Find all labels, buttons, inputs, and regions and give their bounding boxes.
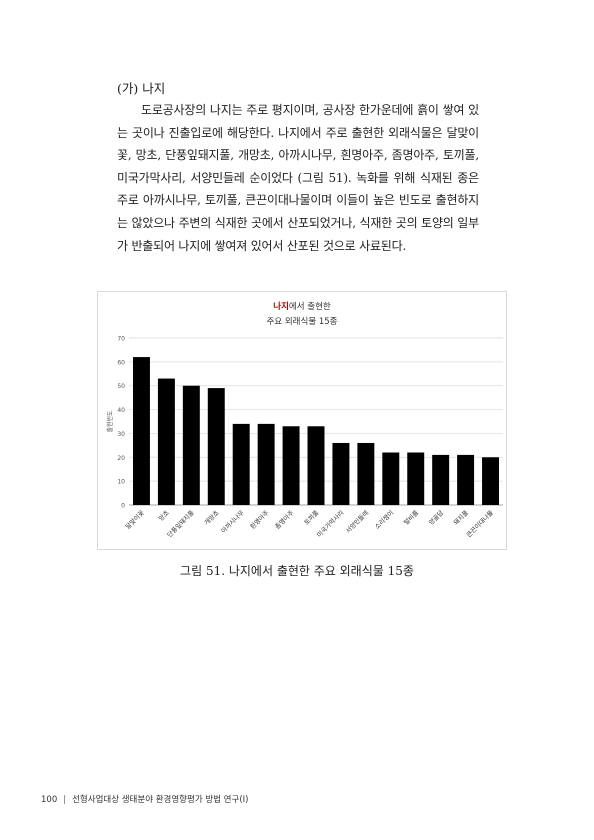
bar: [457, 454, 475, 505]
bar: [482, 457, 500, 505]
chart-title-rest: 에서 출현한: [288, 302, 331, 312]
x-tick-label: 아까시나무: [219, 508, 246, 535]
page-footer: 100 | 선형사업대상 생태분야 환경영향평가 방법 연구(Ⅰ): [41, 793, 248, 805]
x-tick-label: 달맞이꽃: [123, 508, 146, 531]
figure-caption: 그림 51. 나지에서 출현한 주요 외래식물 15종: [180, 564, 414, 578]
x-tick-label: 토끼풀: [302, 508, 321, 527]
bar: [332, 442, 350, 505]
y-tick-label: 0: [121, 503, 125, 510]
bar: [157, 378, 175, 505]
x-tick-label: 서양민들레: [343, 508, 370, 535]
footer-separator: |: [63, 795, 67, 805]
bar: [232, 423, 250, 505]
body-paragraph: 도로공사장의 나지는 주로 평지이며, 공사장 한가운데에 흙이 쌓여 있는 곳…: [117, 103, 479, 253]
bar: [357, 442, 375, 505]
x-tick-label: 망초: [156, 508, 171, 523]
chart-container: 나지에서 출현한 주요 외래식물 15종 0 10 20 30 40 50 60 70 출현빈도…: [97, 291, 507, 550]
chart-title-line2: 주요 외래식물 15종: [266, 317, 338, 327]
x-tick-label: 개망초: [202, 508, 221, 527]
x-tick-label: 소리쟁이: [372, 508, 395, 531]
y-tick-label: 40: [117, 407, 125, 414]
y-tick-label: 50: [117, 383, 125, 390]
y-tick-label: 20: [117, 455, 125, 462]
y-axis-label: 출현빈도: [106, 410, 114, 433]
x-tick-label: 좀명아주: [273, 508, 296, 531]
x-tick-label: 털비름: [401, 508, 420, 527]
x-tick-label: 미국가막사리: [314, 508, 345, 539]
x-tick-label: 돼지풀: [451, 508, 470, 527]
section-heading: (가) 나지: [117, 81, 166, 96]
bar: [382, 452, 400, 505]
chart-title-highlight: 나지: [273, 302, 289, 312]
footer-title: 선형사업대상 생태분야 환경영향평가 방법 연구(Ⅰ): [72, 795, 249, 805]
bar: [282, 426, 300, 505]
x-tick-label: 양골담: [427, 509, 445, 527]
x-tick-label: 큰끈이대나물: [464, 508, 495, 539]
x-tick-label: 단풍잎돼지풀: [165, 508, 196, 539]
y-tick-label: 60: [117, 359, 125, 366]
page-number: 100: [41, 795, 58, 805]
y-tick-label: 70: [117, 336, 125, 343]
bar: [407, 452, 425, 505]
bar: [257, 423, 275, 505]
bar: [307, 426, 325, 505]
y-tick-label: 30: [117, 431, 125, 438]
bar: [182, 385, 200, 505]
chart-title-line1: 나지에서 출현한: [98, 300, 506, 312]
bar: [132, 357, 150, 505]
bar: [432, 454, 450, 505]
x-tick-label: 흰명아주: [248, 508, 271, 531]
y-tick-label: 10: [117, 479, 125, 486]
bar: [207, 388, 225, 505]
